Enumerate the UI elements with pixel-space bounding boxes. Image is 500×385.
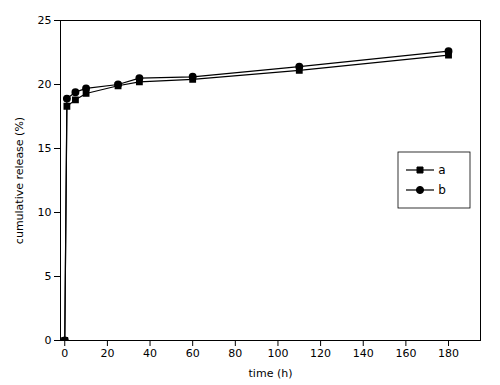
svg-text:20: 20 (38, 78, 52, 91)
svg-text:140: 140 (353, 347, 374, 360)
svg-text:cumulative release (%): cumulative release (%) (13, 117, 26, 244)
svg-text:40: 40 (143, 347, 157, 360)
svg-text:120: 120 (310, 347, 331, 360)
svg-text:5: 5 (45, 270, 52, 283)
svg-text:0: 0 (61, 347, 68, 360)
svg-text:time (h): time (h) (249, 367, 293, 380)
svg-text:15: 15 (38, 142, 52, 155)
svg-text:80: 80 (228, 347, 242, 360)
svg-text:25: 25 (38, 14, 52, 27)
svg-text:a: a (438, 163, 445, 177)
svg-text:b: b (438, 183, 446, 197)
svg-text:10: 10 (38, 206, 52, 219)
svg-text:0: 0 (45, 334, 52, 347)
svg-text:180: 180 (438, 347, 459, 360)
svg-text:100: 100 (267, 347, 288, 360)
svg-text:160: 160 (395, 347, 416, 360)
svg-text:20: 20 (100, 347, 114, 360)
svg-text:60: 60 (186, 347, 200, 360)
